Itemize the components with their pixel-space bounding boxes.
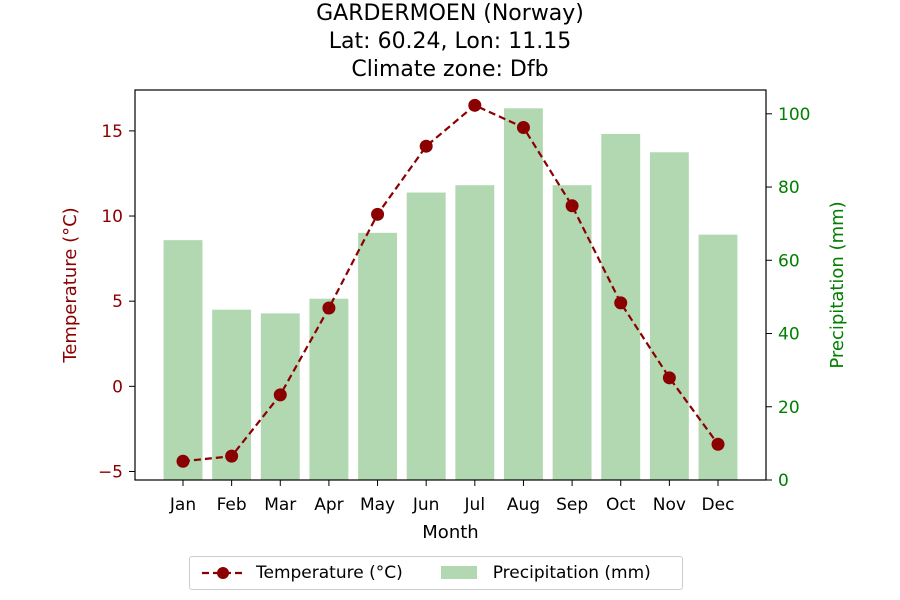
temperature-point-jan [176,454,190,468]
y-left-tick-label: 10 [101,207,123,227]
title-line-coordinates: Lat: 60.24, Lon: 11.15 [328,29,572,54]
y-right-tick-label: 20 [778,398,800,418]
temperature-point-aug [516,120,530,134]
y-right-tick-label: 80 [778,178,800,198]
legend-item-temperature: Temperature (°C) [190,563,403,583]
legend-line-marker-icon [202,567,244,579]
chart-title: GARDERMOEN (Norway) Lat: 60.24, Lon: 11.… [0,0,900,84]
y-right-axis-label: Precipitation (mm) [827,201,848,368]
precip-bar-sep [552,185,592,480]
temperature-point-jul [468,98,482,112]
y-right-tick-label: 100 [778,105,810,125]
x-tick-label-dec: Dec [702,495,735,515]
temperature-point-mar [273,388,287,402]
temperature-line [182,104,719,463]
temperature-point-feb [225,449,239,463]
x-tick-label-jun: Jun [412,495,440,515]
precip-bar-jul [455,185,495,480]
temperature-point-jun [419,139,433,153]
title-line-station: GARDERMOEN (Norway) [316,1,584,26]
precip-bar-may [358,232,397,480]
precip-bar-aug [504,108,543,480]
y-left-tick-label: −5 [98,462,123,482]
x-tick-label-mar: Mar [264,495,296,515]
temperature-point-nov [662,371,676,385]
precip-bar-nov [649,152,689,480]
temperature-point-oct [614,296,628,310]
x-tick-label-jul: Jul [464,495,486,515]
precip-bar-apr [309,298,349,480]
x-tick-label-oct: Oct [606,495,636,515]
x-tick-label-nov: Nov [653,495,686,515]
legend-label-precipitation: Precipitation (mm) [492,563,651,583]
y-right-tick-label: 0 [778,471,789,491]
y-left-tick-label: 15 [101,122,123,142]
x-tick-label-may: May [360,495,395,515]
y-right-tick-label: 40 [778,325,800,345]
x-tick-label-apr: Apr [314,495,343,515]
x-axis-label: Month [422,522,478,543]
legend-item-precipitation: Precipitation (mm) [439,563,651,583]
precip-bar-jun [406,192,446,480]
y-right-tick-label: 60 [778,251,800,271]
temperature-point-may [371,207,385,221]
chart-legend: Temperature (°C) Precipitation (mm) [189,556,683,590]
temperature-point-sep [565,199,579,213]
temperature-point-dec [711,437,725,451]
title-line-climate-zone: Climate zone: Dfb [351,57,549,82]
climate-chart: −5 0 5 10 15 0 20 40 60 80 100 Jan Feb Mar Apr May Jun Ju… [60,89,848,543]
y-left-tick-label: 5 [112,292,123,312]
x-tick-label-feb: Feb [217,495,247,515]
plot-frame [134,89,767,481]
y-left-tick-label: 0 [112,377,123,397]
temperature-point-apr [322,301,336,315]
legend-label-temperature: Temperature (°C) [256,563,403,583]
precip-bar-jan [163,240,203,480]
x-tick-label-jan: Jan [169,495,196,515]
legend-bar-swatch-icon [440,566,477,579]
x-tick-label-sep: Sep [556,495,588,515]
x-tick-label-aug: Aug [507,495,540,515]
y-left-axis-label: Temperature (°C) [60,207,81,363]
